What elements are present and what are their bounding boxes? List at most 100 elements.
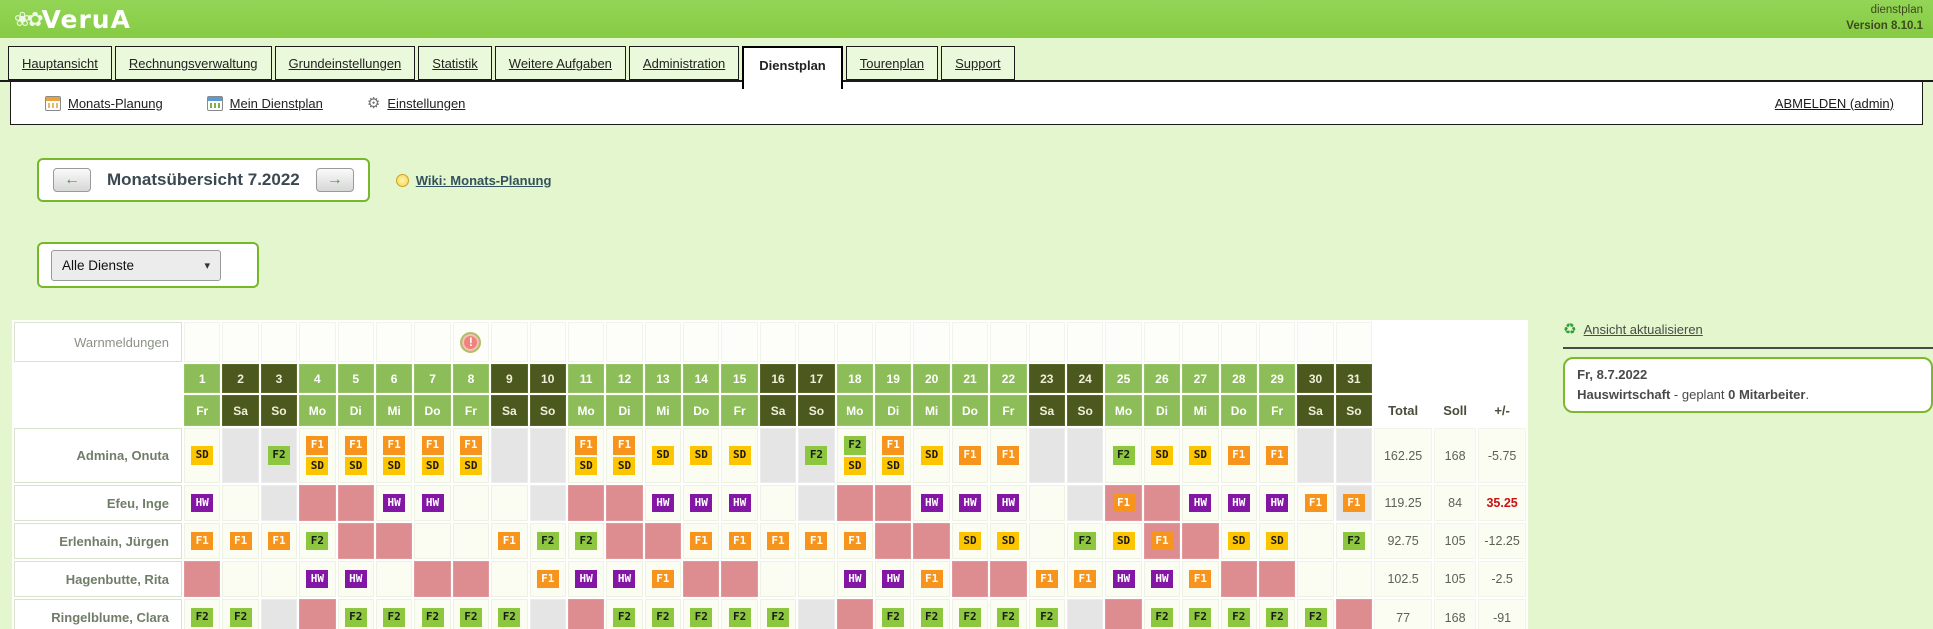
day-number-header[interactable]: 18: [836, 364, 874, 393]
roster-cell[interactable]: F1 SD: [375, 428, 413, 483]
roster-cell[interactable]: [222, 561, 259, 597]
roster-cell[interactable]: [260, 599, 298, 629]
roster-cell[interactable]: HW: [1220, 485, 1257, 521]
day-number-header[interactable]: 12: [606, 364, 643, 393]
day-number-header[interactable]: 25: [1105, 364, 1142, 393]
tab-grundeinstellungen[interactable]: Grundeinstellungen: [274, 46, 416, 80]
roster-cell[interactable]: SD: [1182, 428, 1219, 483]
next-month-button[interactable]: →: [315, 168, 354, 192]
roster-cell[interactable]: [1066, 485, 1104, 521]
day-number-header[interactable]: 7: [414, 364, 451, 393]
day-number-header[interactable]: 6: [375, 364, 413, 393]
roster-cell[interactable]: SD: [1105, 523, 1142, 559]
roster-cell[interactable]: HW: [184, 485, 221, 521]
roster-cell[interactable]: SD: [1143, 428, 1181, 483]
roster-cell[interactable]: [452, 523, 490, 559]
warning-icon[interactable]: !: [460, 331, 482, 353]
roster-cell[interactable]: SD: [683, 428, 720, 483]
day-number-header[interactable]: 21: [951, 364, 989, 393]
roster-cell[interactable]: F2: [1066, 523, 1104, 559]
roster-cell[interactable]: [606, 523, 643, 559]
roster-cell[interactable]: [1028, 485, 1065, 521]
roster-cell[interactable]: F2: [759, 599, 797, 629]
roster-cell[interactable]: [1066, 599, 1104, 629]
day-number-header[interactable]: 10: [529, 364, 566, 393]
roster-cell[interactable]: F2: [375, 599, 413, 629]
roster-cell[interactable]: HW: [567, 561, 605, 597]
roster-cell[interactable]: [414, 523, 451, 559]
roster-cell[interactable]: F1: [836, 523, 874, 559]
roster-cell[interactable]: SD: [913, 428, 950, 483]
roster-cell[interactable]: [1335, 599, 1373, 629]
roster-cell[interactable]: F2: [875, 599, 912, 629]
day-number-header[interactable]: 28: [1220, 364, 1257, 393]
roster-cell[interactable]: HW: [414, 485, 451, 521]
roster-cell[interactable]: F1: [1220, 428, 1257, 483]
roster-cell[interactable]: [1220, 561, 1257, 597]
day-number-header[interactable]: 29: [1258, 364, 1296, 393]
roster-cell[interactable]: [299, 599, 336, 629]
roster-cell[interactable]: [606, 485, 643, 521]
roster-cell[interactable]: F2: [529, 523, 566, 559]
roster-cell[interactable]: [184, 561, 221, 597]
roster-cell[interactable]: [491, 485, 528, 521]
day-number-header[interactable]: 5: [337, 364, 374, 393]
roster-cell[interactable]: [1297, 523, 1334, 559]
roster-cell[interactable]: [529, 599, 566, 629]
roster-cell[interactable]: HW: [337, 561, 374, 597]
subnav-item-einstellungen[interactable]: ⚙ Einstellungen: [367, 94, 466, 112]
roster-cell[interactable]: F2: [567, 523, 605, 559]
roster-cell[interactable]: [529, 485, 566, 521]
day-number-header[interactable]: 19: [875, 364, 912, 393]
roster-cell[interactable]: F2: [913, 599, 950, 629]
roster-cell[interactable]: [337, 523, 374, 559]
day-number-header[interactable]: 16: [759, 364, 797, 393]
roster-cell[interactable]: F2: [337, 599, 374, 629]
roster-cell[interactable]: F1 SD: [337, 428, 374, 483]
roster-cell[interactable]: F2: [414, 599, 451, 629]
service-filter-select[interactable]: Alle Dienste ▾: [51, 249, 221, 281]
roster-cell[interactable]: [491, 428, 528, 483]
roster-cell[interactable]: SD: [1258, 523, 1296, 559]
roster-cell[interactable]: F2: [1143, 599, 1181, 629]
roster-cell[interactable]: [260, 485, 298, 521]
roster-cell[interactable]: [1028, 523, 1065, 559]
roster-cell[interactable]: F1: [990, 428, 1027, 483]
day-number-header[interactable]: 20: [913, 364, 950, 393]
roster-cell[interactable]: [1335, 561, 1373, 597]
previous-month-button[interactable]: ←: [53, 168, 91, 192]
roster-cell[interactable]: F2: [990, 599, 1027, 629]
refresh-view-link[interactable]: ♻ Ansicht aktualisieren: [1563, 320, 1933, 338]
warning-cell-day-8[interactable]: !: [452, 322, 490, 362]
roster-cell[interactable]: HW: [990, 485, 1027, 521]
roster-cell[interactable]: HW: [1182, 485, 1219, 521]
tab-weitere-aufgaben[interactable]: Weitere Aufgaben: [494, 46, 626, 80]
roster-cell[interactable]: HW: [913, 485, 950, 521]
roster-cell[interactable]: [875, 523, 912, 559]
roster-cell[interactable]: SD: [644, 428, 682, 483]
roster-cell[interactable]: F1: [1066, 561, 1104, 597]
roster-cell[interactable]: F2: [1182, 599, 1219, 629]
roster-cell[interactable]: [337, 485, 374, 521]
day-number-header[interactable]: 27: [1182, 364, 1219, 393]
roster-cell[interactable]: F1: [491, 523, 528, 559]
tab-administration[interactable]: Administration: [628, 46, 740, 80]
roster-cell[interactable]: HW: [875, 561, 912, 597]
day-number-header[interactable]: 1: [184, 364, 221, 393]
day-number-header[interactable]: 3: [260, 364, 298, 393]
roster-cell[interactable]: F1: [260, 523, 298, 559]
day-number-header[interactable]: 15: [721, 364, 758, 393]
roster-cell[interactable]: [1297, 561, 1334, 597]
tab-statistik[interactable]: Statistik: [418, 46, 492, 80]
roster-cell[interactable]: SD: [951, 523, 989, 559]
roster-cell[interactable]: [798, 485, 835, 521]
roster-cell[interactable]: F1: [798, 523, 835, 559]
roster-cell[interactable]: HW: [299, 561, 336, 597]
roster-cell[interactable]: F2: [299, 523, 336, 559]
day-number-header[interactable]: 26: [1143, 364, 1181, 393]
subnav-item-monats-planung[interactable]: Monats-Planung: [45, 94, 163, 112]
roster-cell[interactable]: F1 SD: [606, 428, 643, 483]
roster-cell[interactable]: F1: [1335, 485, 1373, 521]
roster-cell[interactable]: [414, 561, 451, 597]
roster-cell[interactable]: [836, 485, 874, 521]
